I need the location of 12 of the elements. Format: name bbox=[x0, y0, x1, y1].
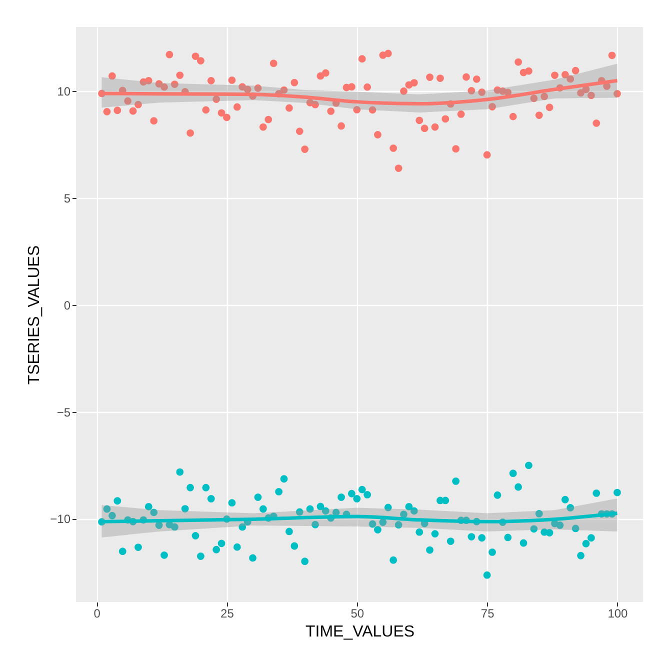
y-tick-label: −5 bbox=[56, 405, 71, 420]
x-tick-label: 0 bbox=[94, 606, 101, 620]
y-tick-label: 5 bbox=[64, 192, 71, 206]
x-axis-title: TIME_VALUES bbox=[305, 624, 415, 640]
y-tick-label: 10 bbox=[57, 84, 71, 99]
x-tick-label: 25 bbox=[220, 606, 234, 620]
y-axis-title: TSERIES_VALUES bbox=[26, 245, 44, 385]
x-tick-label: 100 bbox=[608, 606, 628, 620]
y-tick-label: −10 bbox=[50, 512, 71, 526]
x-tick-label: 75 bbox=[480, 606, 495, 620]
x-tick-label: 50 bbox=[350, 606, 364, 620]
y-tick-label: 0 bbox=[64, 298, 71, 312]
